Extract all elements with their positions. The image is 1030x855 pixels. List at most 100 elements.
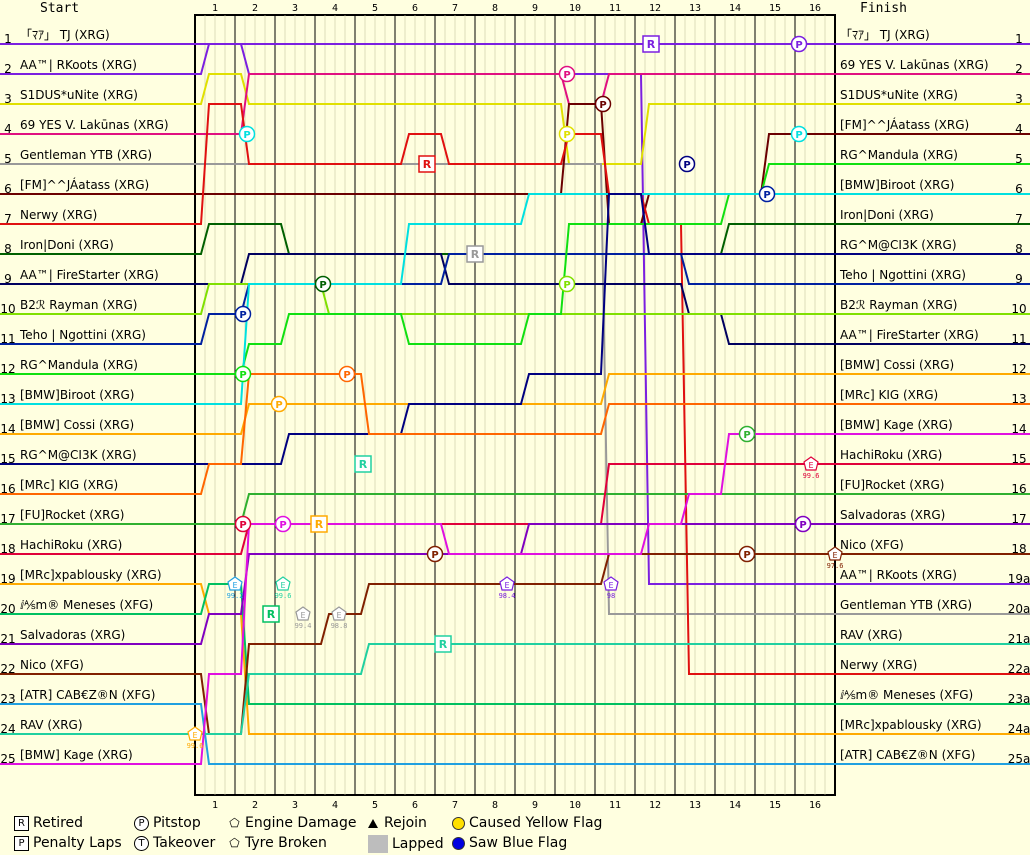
pitstop-marker [338,365,356,383]
legend-label: Penalty Laps [33,835,122,851]
position-label-right: 12 [1011,362,1026,376]
finish-driver-name: [BMW] Kage (XRG) [840,418,953,432]
position-label-right: 17 [1011,512,1026,526]
series-line [195,103,835,675]
engine-damage-note: 99.6 [275,592,292,600]
finish-driver-name: [FU]Rocket (XRG) [840,478,944,492]
pitstop-marker [790,35,808,53]
finish-driver-name: HachiRoku (XRG) [840,448,942,462]
position-label-left: 10 [0,302,15,316]
legend-dot-icon [452,836,465,850]
pitstop-marker-label: P [795,130,802,141]
lap-tick-top: 7 [452,3,458,14]
lap-tick-bottom: 14 [729,800,741,811]
pitstop-marker [558,65,576,83]
pitstop-marker-label: P [743,430,750,441]
start-driver-name: [BMW] Cossi (XRG) [20,418,134,432]
engine-damage-note: 99.2 [227,592,244,600]
legend-label: Rejoin [384,815,427,831]
lap-tick-bottom: 15 [769,800,781,811]
lap-tick-bottom: 11 [609,800,621,811]
series-line [195,553,835,735]
legend-box-icon: R [14,815,29,831]
engine-damage-note: 97.6 [827,562,844,570]
lap-tick-bottom: 13 [689,800,701,811]
finish-driver-name: Salvadoras (XRG) [840,508,945,522]
position-label-left: 16 [0,482,15,496]
pitstop-marker [678,155,696,173]
legend-item: ⬠ Tyre Broken [228,835,327,851]
legend-circle-icon: T [134,835,149,851]
lap-tick-top: 13 [689,3,701,14]
position-label-right: 7 [1015,212,1023,226]
engine-damage-marker [275,576,291,591]
engine-damage-note: 99.4 [295,622,312,630]
start-driver-name: RG^Mandula (XRG) [20,358,138,372]
position-label-right: 5 [1015,152,1023,166]
lap-tick-top: 12 [649,3,661,14]
finish-driver-name: [BMW] Cossi (XRG) [840,358,954,372]
finish-driver-name: Teho | Ngottini (XRG) [839,268,966,282]
position-label-right: 25a [1008,752,1030,766]
finish-driver-name: Nerwy (XRG) [840,658,917,672]
finish-driver-name: Iron|Doni (XRG) [840,208,934,222]
engine-damage-marker [827,546,843,561]
engine-damage-marker-label: E [232,581,237,590]
series-line [195,373,835,495]
series-line [195,73,835,165]
finish-driver-name: RAV (XRG) [840,628,903,642]
lap-tick-bottom: 8 [492,800,498,811]
start-driver-name: Salvadoras (XRG) [20,628,125,642]
legend-triangle-icon [368,818,378,828]
start-driver-name: RG^M@CI3K (XRG) [20,448,137,462]
position-label-left: 21 [0,632,15,646]
pitstop-marker [758,185,776,203]
pitstop-marker [234,365,252,383]
legend-dot-icon [452,816,465,830]
start-header: Start [40,1,80,16]
position-label-left: 24 [0,722,15,736]
pitstop-marker [790,125,808,143]
pitstop-marker-label: P [683,160,690,171]
position-label-right: 1 [1015,32,1023,46]
legend-item: T Takeover [134,835,215,851]
position-label-left: 4 [4,122,12,136]
pitstop-marker-label: P [743,550,750,561]
position-label-left: 14 [0,422,15,436]
legend-label: Caused Yellow Flag [469,815,603,831]
start-driver-name: B2ℛ Rayman (XRG) [20,298,137,312]
position-label-left: 15 [0,452,15,466]
position-label-left: 7 [4,212,12,226]
start-driver-name: [ATR] CAB€Z®N (XFG) [20,688,155,702]
pitstop-marker-label: P [599,100,606,111]
legend-item: Caused Yellow Flag [452,815,602,831]
retired-marker [418,155,436,173]
position-label-right: 18 [1011,542,1026,556]
position-label-right: 8 [1015,242,1023,256]
start-driver-name: ⅈ⅍m® Meneses (XFG) [20,598,153,612]
series-line [195,193,835,465]
finish-driver-name: S1DUS*uNite (XRG) [840,88,958,102]
finish-driver-name: 69 YES V. Lakūnas (XRG) [840,58,989,72]
engine-damage-marker [331,606,347,621]
pitstop-marker-label: P [563,130,570,141]
engine-damage-marker-label: E [192,731,197,740]
legend-label: Saw Blue Flag [469,835,568,851]
engine-damage-note: 98.8 [331,622,348,630]
position-label-right: 16 [1011,482,1026,496]
legend-box-icon: P [14,835,29,851]
position-label-right: 6 [1015,182,1023,196]
legend-label: Lapped [392,836,444,852]
start-driver-name: [BMW] Kage (XRG) [20,748,133,762]
retired-marker [466,245,484,263]
position-label-left: 23 [0,692,15,706]
pitstop-marker [270,395,288,413]
start-driver-name: Iron|Doni (XRG) [20,238,114,252]
lap-tick-top: 2 [252,3,258,14]
start-driver-name: Nico (XFG) [20,658,84,672]
lap-tick-top: 14 [729,3,741,14]
retired-marker [262,605,280,623]
finish-driver-name: [MRc] KIG (XRG) [840,388,938,402]
start-driver-name: [FM]^^JÁatass (XRG) [20,177,149,192]
